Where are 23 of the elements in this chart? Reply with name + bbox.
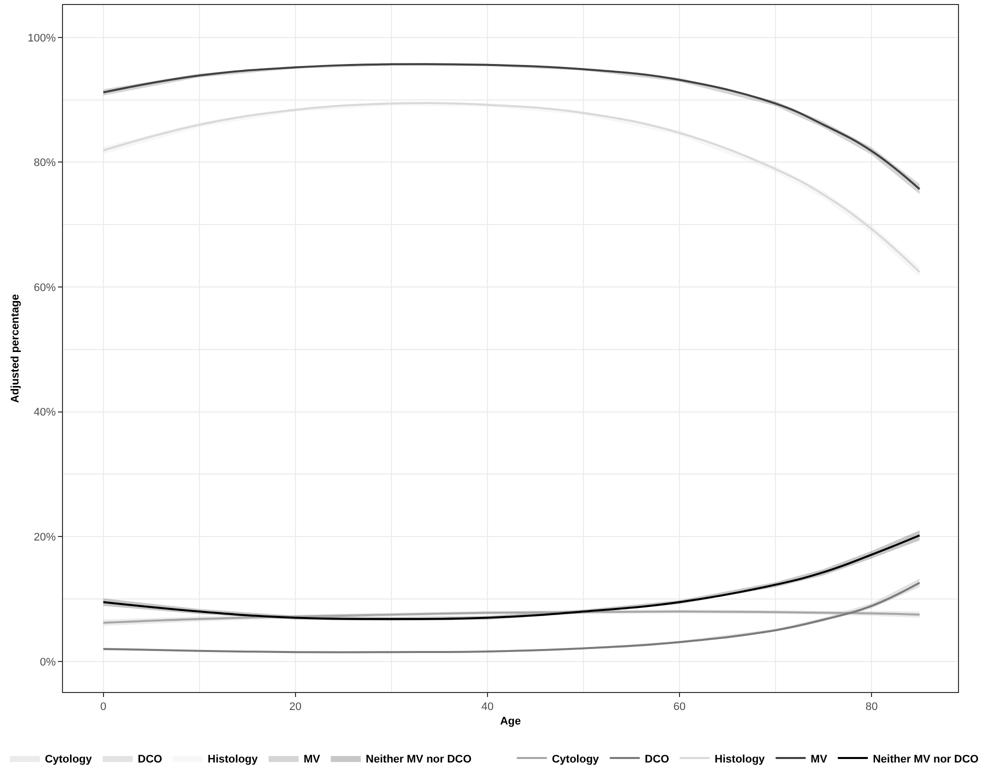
text: Neither MV nor DCO — [872, 753, 979, 766]
legend-label: Neither MV nor DCO — [366, 753, 472, 766]
y-tick-label: 40% — [34, 406, 56, 419]
x-axis-title: Age — [500, 715, 521, 728]
y-axis-title: Adjusted percentage — [9, 294, 22, 403]
y-tick-label: 60% — [34, 282, 56, 294]
legend-label: DCO — [138, 753, 163, 766]
text: MV — [810, 753, 828, 766]
y-tick-label: 100% — [28, 32, 56, 44]
y-tick-label: 20% — [34, 531, 56, 544]
x-tick-label: 0 — [100, 701, 106, 714]
legend-label: MV — [304, 753, 321, 766]
x-tick-label: 80 — [865, 701, 878, 714]
legend-label: Histology — [208, 753, 259, 766]
x-tick-label: 20 — [289, 701, 302, 714]
text: DCO — [644, 753, 670, 766]
text: Histology — [714, 753, 765, 766]
y-tick-label: 80% — [34, 157, 56, 170]
x-tick-label: 60 — [673, 701, 686, 714]
legend-label: Cytology — [552, 753, 600, 766]
text: Cytology — [44, 753, 92, 766]
x-tick-label: 40 — [481, 701, 494, 714]
y-tick-label: 0% — [40, 656, 56, 668]
